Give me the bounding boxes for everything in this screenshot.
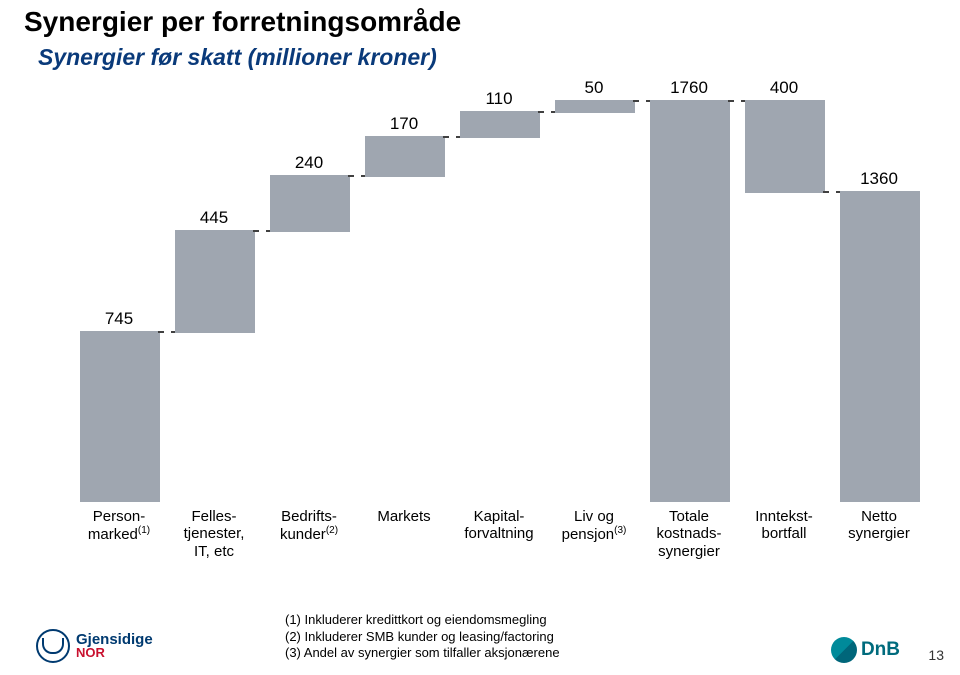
category-2: Bedrifts-kunder(2): [265, 508, 353, 544]
gjensidige-icon: [36, 629, 70, 663]
dnb-name: DnB: [861, 639, 900, 661]
footnote-3: (3) Andel av synergier som tilfaller aks…: [285, 645, 560, 662]
footnotes: (1) Inkluderer kredittkort og eiendomsme…: [285, 612, 560, 662]
page-number: 13: [928, 647, 944, 663]
bar-7: [745, 100, 825, 193]
category-4: Kapital-forvaltning: [455, 508, 543, 543]
dnb-icon: [831, 637, 857, 663]
bar-value-4: 110: [460, 89, 538, 109]
category-6: Totalekostnads-synergier: [645, 508, 733, 560]
page-subtitle: Synergier før skatt (millioner kroner): [38, 44, 437, 71]
bar-2: [270, 175, 350, 232]
category-8: Nettosynergier: [835, 508, 923, 543]
logo-left-bot: NOR: [76, 647, 153, 659]
category-3: Markets: [360, 508, 448, 525]
waterfall-chart: 745Person-marked(1)445Felles-tjenester,I…: [60, 100, 920, 500]
dnb-logo: DnB: [831, 637, 900, 663]
category-0: Person-marked(1): [75, 508, 163, 544]
footnote-1: (1) Inkluderer kredittkort og eiendomsme…: [285, 612, 560, 629]
bar-3: [365, 136, 445, 177]
bar-5: [555, 100, 635, 113]
bar-value-2: 240: [270, 153, 348, 173]
footnote-2: (2) Inkluderer SMB kunder og leasing/fac…: [285, 629, 560, 646]
bar-value-3: 170: [365, 114, 443, 134]
bar-value-0: 745: [80, 309, 158, 329]
category-5: Liv ogpensjon(3): [550, 508, 638, 544]
bar-6: [650, 100, 730, 502]
category-1: Felles-tjenester,IT, etc: [170, 508, 258, 560]
category-7: Inntekst-bortfall: [740, 508, 828, 543]
gjensidige-nor-logo: Gjensidige NOR: [36, 629, 153, 663]
vertical-brand-text: DEN LEDENDE NORSKE FINANSINSTITUSJON: [0, 0, 24, 675]
bar-8: [840, 191, 920, 502]
bar-value-1: 445: [175, 208, 253, 228]
bar-4: [460, 111, 540, 138]
bar-value-5: 50: [555, 78, 633, 98]
page-title: Synergier per forretningsområde: [24, 6, 461, 38]
bar-value-8: 1360: [840, 169, 918, 189]
bar-value-6: 1760: [650, 78, 728, 98]
bar-1: [175, 230, 255, 333]
bar-value-7: 400: [745, 78, 823, 98]
bar-0: [80, 331, 160, 502]
